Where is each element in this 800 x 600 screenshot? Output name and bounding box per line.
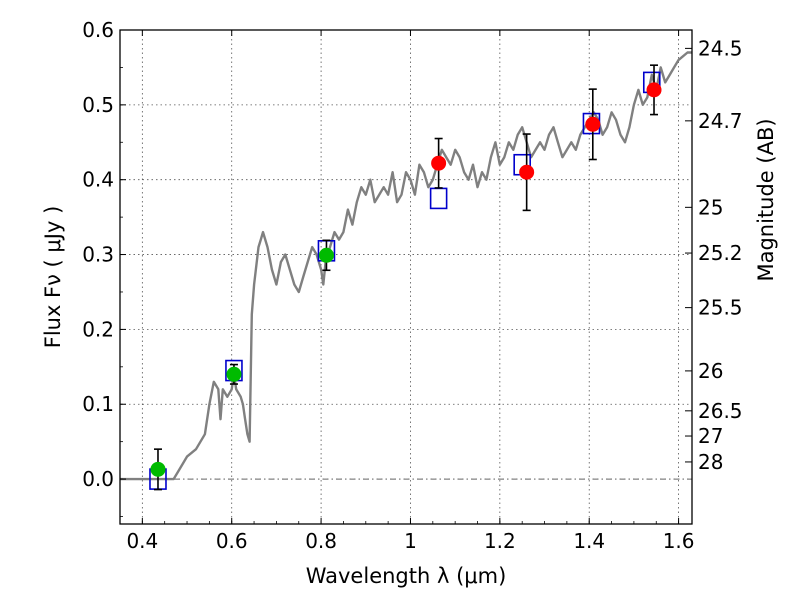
y-tick-label: 0.2: [82, 317, 114, 341]
y-tick-label: 0.6: [82, 18, 114, 42]
mag-tick-label: 25.5: [698, 296, 743, 320]
data-point: [318, 247, 334, 263]
spectrum-line: [120, 51, 692, 481]
mag-tick-label: 24.5: [698, 36, 743, 60]
mag-tick-label: 25: [698, 195, 723, 219]
x-tick-label: 0.6: [216, 529, 248, 553]
errorbar-series: [153, 64, 659, 491]
model-box: [429, 187, 448, 210]
y-tick-labels: 0.0 0.1 0.2 0.3 0.4 0.5 0.6: [82, 18, 114, 491]
x-tick-label: 0.8: [305, 529, 337, 553]
y-tick-label: 0.0: [82, 467, 114, 491]
plot-frame: [119, 29, 693, 525]
y-tick-label: 0.5: [82, 93, 114, 117]
data-point: [150, 461, 166, 477]
y-tick-label: 0.3: [82, 243, 114, 267]
data-point: [585, 116, 601, 132]
y-tick-label: 0.4: [82, 168, 114, 192]
x-tick-labels: 0.4 0.6 0.8 1 1.2 1.4 1.6: [126, 529, 694, 553]
spectrum-series: [120, 51, 692, 481]
x-tick-label: 1: [404, 529, 417, 553]
grid-lines: [120, 29, 692, 524]
data-point: [646, 82, 662, 98]
x-tick-label: 1.4: [573, 529, 605, 553]
x-tick-label: 1.2: [484, 529, 516, 553]
axis-ticks: [120, 29, 692, 524]
y-tick-label: 0.1: [82, 392, 114, 416]
mag-tick-label: 28: [698, 450, 723, 474]
x-tick-label: 0.4: [126, 529, 158, 553]
mag-tick-label: 27: [698, 424, 723, 448]
photometry-points: [150, 82, 662, 477]
mag-tick-label: 25.2: [698, 241, 743, 265]
x-axis-label: Wavelength λ (μm): [306, 564, 507, 588]
data-point: [226, 366, 242, 382]
mag-tick-label: 26: [698, 359, 723, 383]
model-photometry-series: [149, 71, 661, 490]
y-axis-label: Flux Fν ( μJy ): [41, 206, 65, 349]
data-point: [519, 164, 535, 180]
y2-axis-label: Magnitude (AB): [754, 118, 778, 281]
data-point: [431, 155, 447, 171]
mag-tick-label: 24.7: [698, 109, 743, 133]
mag-tick-label: 26.5: [698, 399, 743, 423]
x-tick-label: 1.6: [663, 529, 695, 553]
